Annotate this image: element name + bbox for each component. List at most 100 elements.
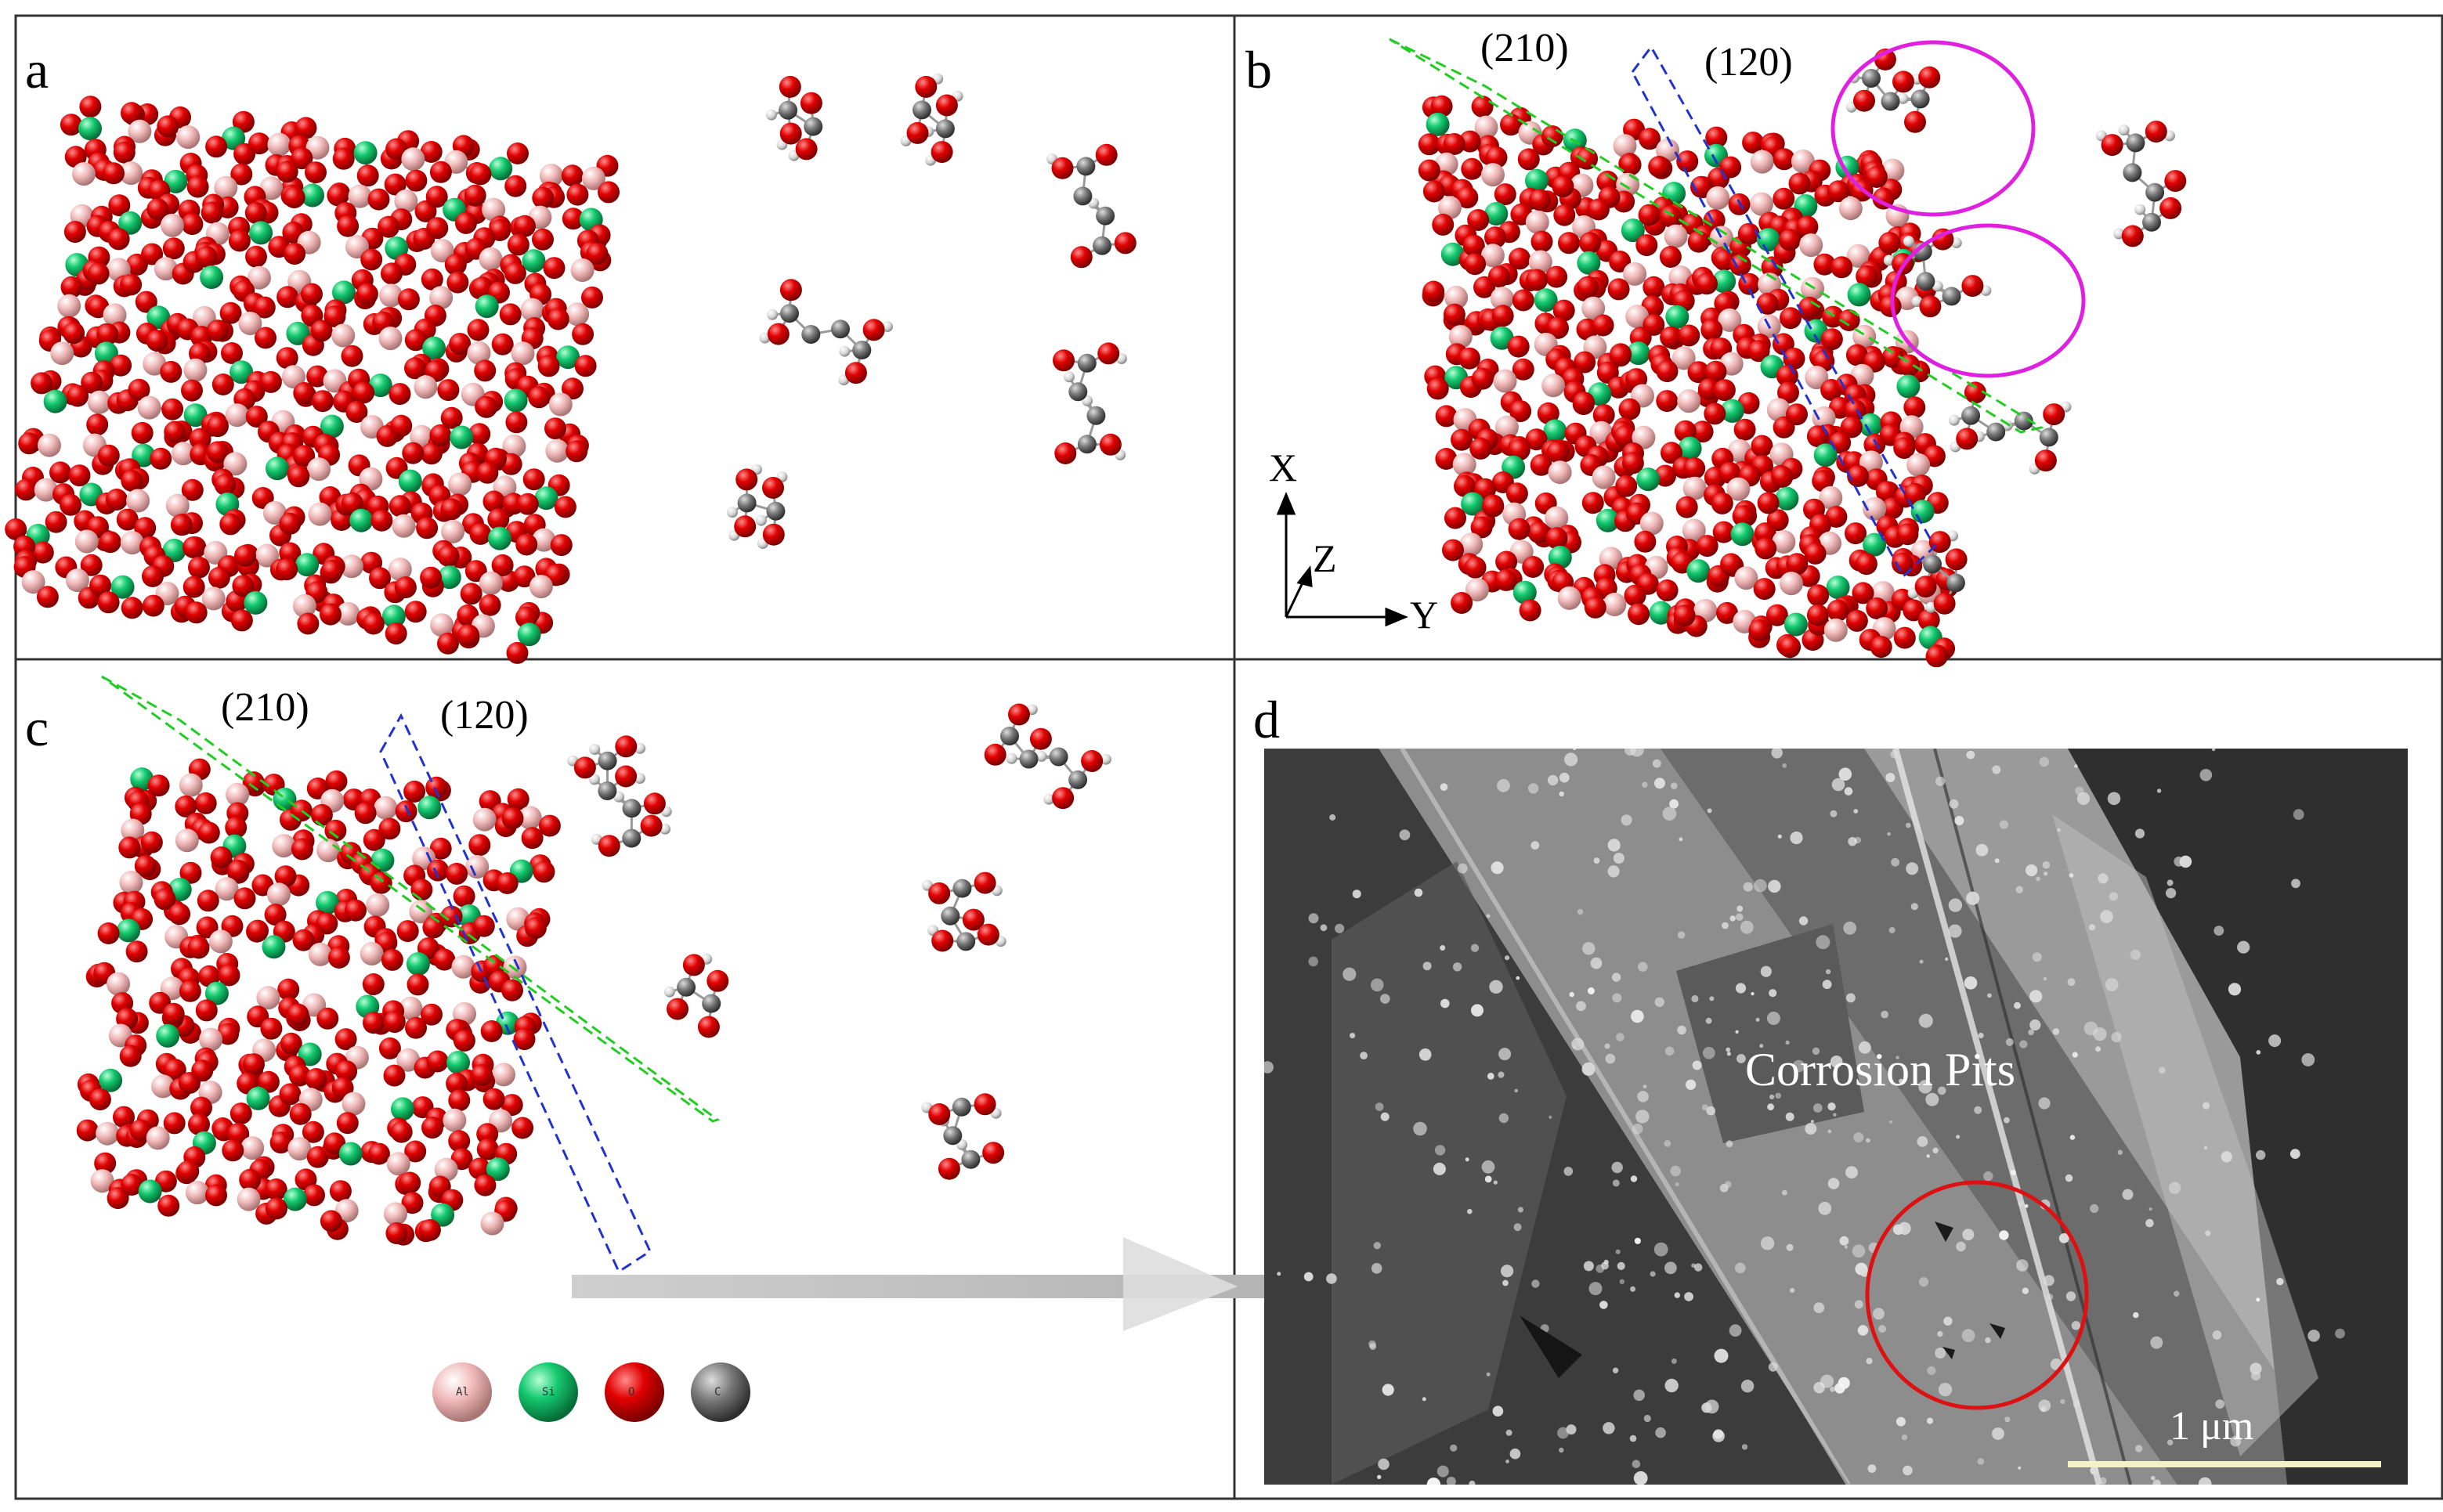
atom-oxygen [269, 1131, 292, 1154]
sem-particle [1714, 1348, 1729, 1363]
atom-oxygen [1485, 146, 1508, 169]
atom-oxygen [1845, 522, 1867, 545]
atom-silicon [262, 935, 286, 959]
atom-oxygen [2043, 403, 2065, 426]
atom-oxygen [598, 181, 620, 204]
atom-oxygen [279, 512, 302, 535]
atom-carbon [1077, 353, 1097, 373]
atom-oxygen [370, 509, 393, 532]
sem-particle [1854, 1300, 1863, 1309]
atom-oxygen [1705, 126, 1728, 149]
atom-oxygen [468, 834, 491, 857]
sem-particle [1502, 1279, 1509, 1286]
atom-oxygen [1530, 453, 1552, 476]
atom-oxygen [332, 147, 355, 170]
atom-aluminum [430, 613, 454, 637]
atom-oxygen [404, 329, 427, 352]
atom-oxygen [573, 756, 596, 779]
atom-oxygen [287, 1003, 309, 1026]
atom-aluminum [409, 900, 433, 924]
sem-particle [2065, 1291, 2076, 1301]
atom-oxygen [1925, 645, 1948, 668]
atom-oxygen [1661, 442, 1682, 464]
sem-particle [1257, 1408, 1263, 1414]
panel-c: c (210) (120) Al Si O C [25, 675, 1111, 1422]
atom-aluminum [96, 1121, 120, 1146]
sem-particle [1593, 857, 1600, 864]
atom-oxygen [1482, 495, 1505, 518]
atom-oxygen [181, 379, 203, 402]
atom-silicon [283, 1187, 307, 1211]
sem-particle [1630, 1286, 1636, 1292]
atom-aluminum [225, 403, 249, 428]
atom-oxygen [305, 161, 327, 184]
atom-carbon [2123, 163, 2142, 182]
acid-molecule [1907, 530, 1968, 615]
atom-oxygen [2159, 197, 2182, 219]
atom-oxygen [1422, 280, 1445, 303]
atom-oxygen [113, 141, 136, 164]
atom-aluminum [1434, 152, 1458, 176]
sem-particle [1977, 1458, 1985, 1465]
atom-oxygen [198, 965, 221, 987]
sem-particle [1830, 810, 1838, 817]
atom-hydrogen [1897, 92, 1909, 104]
atom-aluminum [267, 132, 291, 157]
atom-oxygen [188, 1113, 210, 1135]
atom-oxygen [1500, 114, 1522, 136]
atom-aluminum [1474, 115, 1498, 139]
atom-silicon [1621, 218, 1645, 243]
atom-oxygen [982, 1142, 1005, 1164]
atom-oxygen [977, 923, 999, 946]
sem-particle [2289, 1149, 2300, 1159]
sem-particle [1433, 1162, 1446, 1175]
sem-particle [2032, 952, 2042, 962]
atom-oxygen [289, 1102, 312, 1125]
sem-particle [2038, 1097, 2051, 1110]
atom-oxygen [779, 122, 802, 145]
atom-aluminum [1480, 244, 1505, 268]
atom-oxygen [323, 305, 346, 328]
atom-oxygen [1865, 166, 1888, 188]
atom-oxygen [1856, 265, 1878, 287]
sem-particle [1434, 1145, 1446, 1156]
acid-molecule [727, 464, 788, 550]
atom-oxygen [446, 271, 469, 294]
atom-oxygen [1537, 402, 1559, 424]
atom-hydrogen [1035, 750, 1047, 762]
sem-particle [2076, 792, 2091, 805]
atom-aluminum [287, 1137, 312, 1161]
sem-particle [1878, 1325, 1887, 1333]
sem-particle [1771, 749, 1783, 759]
atom-oxygen [1847, 465, 1870, 487]
atom-oxygen [288, 1064, 311, 1087]
atom-oxygen [276, 347, 298, 370]
atom-oxygen [767, 323, 790, 345]
sem-particle [1486, 1372, 1491, 1377]
sem-particle [1264, 1061, 1274, 1074]
atom-silicon [1426, 112, 1450, 136]
atom-aluminum [282, 365, 305, 389]
atom-silicon [229, 360, 254, 384]
atom-oxygen [76, 1119, 99, 1142]
sem-particle [1414, 888, 1423, 897]
sem-particle [1729, 1324, 1742, 1337]
sem-particle [2148, 1207, 2152, 1211]
atom-oxygen [410, 879, 433, 901]
atom-oxygen [1546, 441, 1569, 464]
atom-hydrogen [634, 742, 646, 754]
atom-oxygen [416, 517, 439, 539]
atom-oxygen [229, 1102, 252, 1125]
panel-a-molecules [727, 73, 1137, 550]
atom-hydrogen [2113, 228, 2125, 240]
legend-si-sphere [519, 1362, 578, 1422]
atom-hydrogen [1932, 280, 1943, 292]
atom-oxygen [108, 194, 131, 217]
atom-oxygen [45, 511, 67, 533]
atom-oxygen [245, 245, 267, 268]
sem-particle [1527, 783, 1539, 794]
atom-silicon [138, 1179, 162, 1203]
atom-aluminum [451, 954, 475, 979]
panel-a-crystal [5, 96, 620, 664]
atom-oxygen [287, 465, 310, 488]
